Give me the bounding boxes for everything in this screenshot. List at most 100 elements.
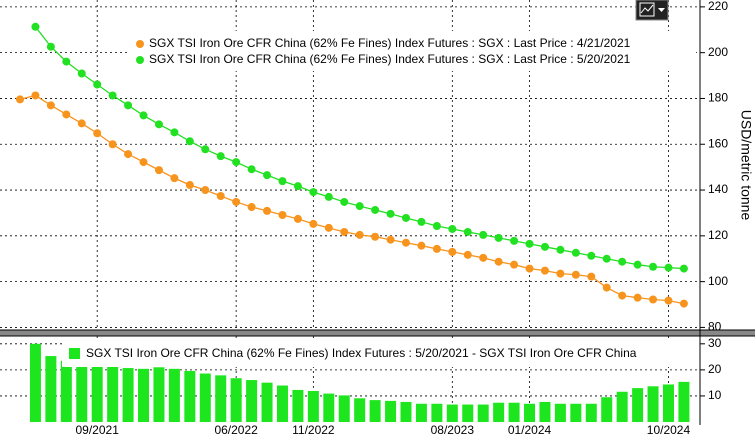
chart-type-button[interactable] bbox=[635, 0, 669, 21]
y-axis-label: USD/metric tonne bbox=[738, 110, 754, 221]
marker bbox=[93, 129, 102, 138]
marker bbox=[479, 253, 488, 262]
marker bbox=[571, 248, 580, 257]
marker bbox=[587, 251, 596, 260]
series-line bbox=[19, 94, 685, 305]
marker bbox=[510, 236, 519, 245]
bar bbox=[292, 389, 304, 422]
button-icon-line[interactable] bbox=[640, 4, 654, 14]
marker bbox=[355, 230, 364, 239]
bar bbox=[385, 400, 397, 422]
marker bbox=[108, 140, 117, 149]
legend-marker bbox=[69, 348, 80, 359]
bar bbox=[323, 393, 335, 422]
marker bbox=[618, 257, 627, 266]
legend-box bbox=[128, 31, 696, 71]
marker bbox=[293, 182, 302, 191]
marker bbox=[154, 166, 163, 175]
marker bbox=[664, 296, 673, 305]
legend-label: SGX TSI Iron Ore CFR China (62% Fe Fines… bbox=[149, 52, 631, 66]
bar bbox=[153, 367, 165, 422]
marker bbox=[232, 158, 241, 167]
marker bbox=[371, 232, 380, 241]
marker bbox=[309, 188, 318, 197]
legend-marker bbox=[136, 56, 144, 64]
marker bbox=[185, 181, 194, 190]
y-tick-label: 30 bbox=[708, 336, 722, 350]
marker bbox=[154, 120, 163, 129]
bar bbox=[632, 388, 644, 422]
marker bbox=[679, 299, 688, 308]
marker bbox=[185, 137, 194, 146]
legend-label: SGX TSI Iron Ore CFR China (62% Fe Fines… bbox=[149, 36, 631, 50]
bar bbox=[107, 365, 119, 422]
marker bbox=[448, 224, 457, 233]
marker bbox=[571, 270, 580, 279]
x-tick-label: 08/2023 bbox=[431, 423, 475, 437]
y-tick-label: 220 bbox=[708, 0, 728, 13]
marker bbox=[62, 57, 71, 66]
marker bbox=[31, 91, 40, 100]
bar bbox=[91, 364, 103, 422]
marker bbox=[124, 150, 133, 159]
marker bbox=[448, 247, 457, 256]
bar bbox=[601, 397, 613, 422]
bar bbox=[539, 401, 551, 422]
bar bbox=[508, 402, 520, 422]
marker bbox=[46, 42, 55, 51]
bar bbox=[307, 390, 319, 422]
bar bbox=[45, 356, 57, 422]
bar bbox=[369, 400, 381, 422]
panel-separator bbox=[0, 330, 755, 336]
marker bbox=[278, 177, 287, 186]
marker bbox=[525, 264, 534, 273]
marker bbox=[46, 101, 55, 110]
marker bbox=[432, 244, 441, 253]
marker bbox=[309, 219, 318, 228]
bar bbox=[230, 378, 242, 422]
marker bbox=[139, 111, 148, 120]
button-arrow[interactable] bbox=[658, 8, 665, 12]
marker bbox=[417, 217, 426, 226]
bar bbox=[647, 386, 659, 422]
y-tick-label: 180 bbox=[708, 91, 728, 105]
y-tick-label: 200 bbox=[708, 45, 728, 59]
y-tick-label: 120 bbox=[708, 228, 728, 242]
button-bg[interactable] bbox=[635, 0, 669, 21]
marker bbox=[324, 192, 333, 201]
bar bbox=[400, 401, 412, 422]
marker bbox=[386, 235, 395, 244]
button-icon[interactable] bbox=[639, 2, 655, 17]
bar bbox=[585, 403, 597, 422]
marker bbox=[602, 283, 611, 292]
marker bbox=[77, 69, 86, 78]
bar bbox=[76, 363, 88, 422]
marker bbox=[216, 152, 225, 161]
marker bbox=[263, 206, 272, 215]
legend-label: SGX TSI Iron Ore CFR China (62% Fe Fines… bbox=[86, 346, 637, 360]
marker bbox=[108, 91, 117, 100]
marker bbox=[355, 202, 364, 211]
x-tick-label: 10/2024 bbox=[647, 423, 691, 437]
marker bbox=[324, 223, 333, 232]
bar bbox=[415, 403, 427, 422]
marker bbox=[602, 254, 611, 263]
marker bbox=[77, 119, 86, 128]
marker bbox=[278, 210, 287, 219]
bar bbox=[616, 391, 628, 422]
legend: SGX TSI Iron Ore CFR China (62% Fe Fines… bbox=[62, 341, 700, 367]
legend-box bbox=[62, 341, 700, 367]
bar bbox=[29, 343, 41, 422]
marker bbox=[525, 239, 534, 248]
marker bbox=[293, 214, 302, 223]
y-tick-label: 100 bbox=[708, 274, 728, 288]
legend: SGX TSI Iron Ore CFR China (62% Fe Fines… bbox=[128, 31, 696, 71]
bar bbox=[199, 373, 211, 422]
marker bbox=[201, 145, 210, 154]
bar bbox=[524, 403, 536, 422]
bar bbox=[554, 403, 566, 422]
marker bbox=[494, 233, 503, 242]
marker bbox=[479, 230, 488, 239]
bar bbox=[276, 385, 288, 422]
